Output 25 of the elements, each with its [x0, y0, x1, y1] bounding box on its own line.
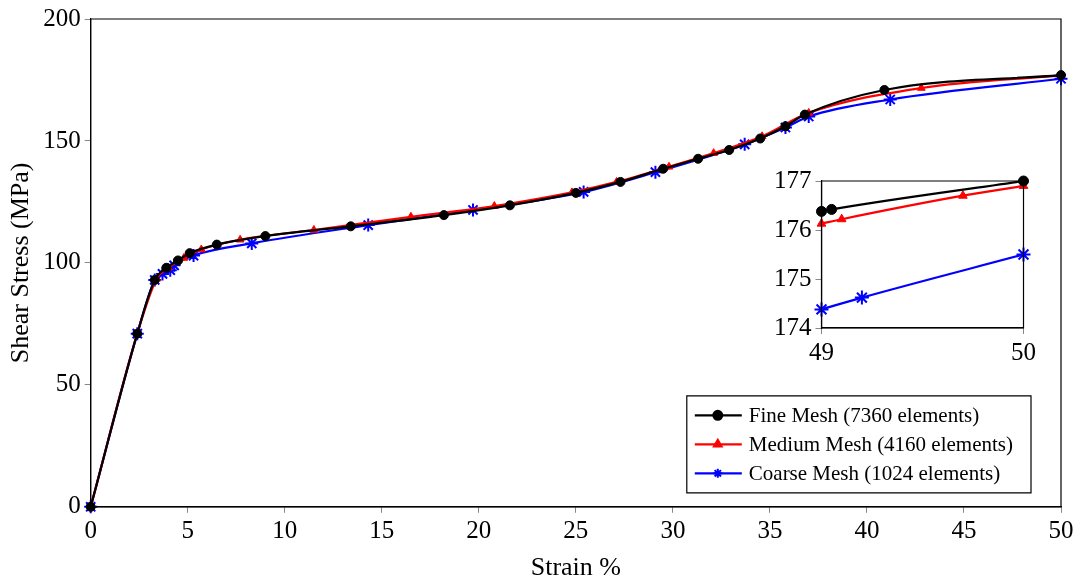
y-tick-label: 100: [43, 247, 81, 275]
y-tick-label: 150: [43, 125, 81, 153]
legend-label: Coarse Mesh (1024 elements): [748, 460, 1001, 485]
x-tick-label: 35: [757, 516, 783, 544]
y-tick-label: 0: [68, 491, 81, 519]
x-tick-label: 20: [466, 516, 492, 544]
y-tick-label: 174: [774, 312, 812, 340]
legend-label: Fine Mesh (7360 elements): [748, 402, 980, 427]
x-tick-label: 45: [951, 516, 977, 544]
x-tick-label: 49: [809, 337, 834, 365]
x-tick-label: 15: [369, 516, 395, 544]
x-tick-label: 25: [563, 516, 589, 544]
y-axis-title: Shear Stress (MPa): [5, 162, 35, 364]
x-axis-title: Strain %: [530, 552, 621, 582]
y-tick-label: 176: [774, 214, 812, 242]
x-tick-label: 50: [1048, 516, 1074, 544]
x-tick-label: 10: [272, 516, 298, 544]
x-tick-label: 40: [854, 516, 880, 544]
y-tick-label: 50: [55, 369, 81, 397]
y-tick-label: 200: [43, 3, 81, 31]
y-tick-label: 177: [774, 165, 812, 193]
x-tick-label: 5: [181, 516, 194, 544]
x-tick-label: 30: [660, 516, 686, 544]
y-tick-label: 175: [774, 263, 812, 291]
legend-label: Medium Mesh (4160 elements): [748, 431, 1014, 456]
